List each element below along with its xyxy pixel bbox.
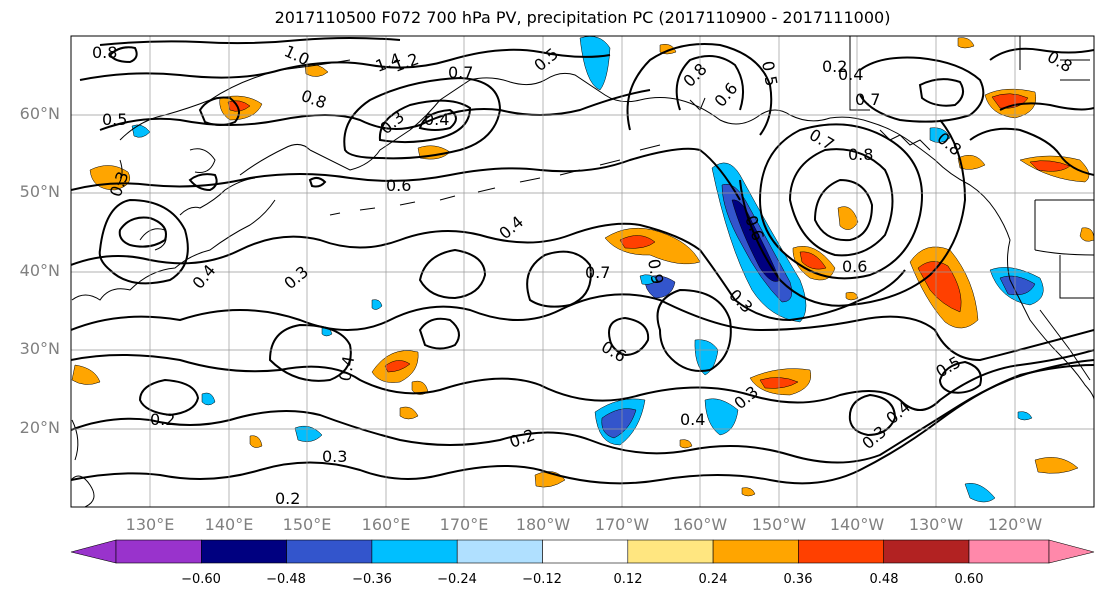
contour-label: 0.8: [848, 145, 873, 164]
colorbar-tick-label: −0.12: [522, 572, 562, 587]
contour-label: 0.2: [275, 489, 300, 508]
colorbar-segment: [968, 539, 1050, 564]
lon-label: 150°W: [751, 515, 807, 534]
lon-label: 130°E: [125, 515, 175, 534]
contour-label: 0.6: [386, 176, 411, 195]
contour-label: 0.3: [322, 447, 347, 466]
colorbar-segment: [286, 539, 373, 564]
contour-label: 0.7: [448, 63, 473, 82]
contour-label: 0.4: [838, 65, 863, 84]
lat-label-50n: 50°N: [19, 182, 60, 201]
colorbar: [70, 539, 1095, 564]
lon-label: 170°W: [594, 515, 650, 534]
colorbar-segment: [115, 539, 202, 564]
contour-label: 0.4: [335, 354, 358, 382]
lon-label: 150°E: [282, 515, 332, 534]
colorbar-segment: [371, 539, 458, 564]
lon-label: 180°W: [515, 515, 571, 534]
lon-label: 170°E: [439, 515, 489, 534]
colorbar-extend-right: [1048, 539, 1095, 564]
lon-label: 160°W: [672, 515, 728, 534]
lat-label-20n: 20°N: [19, 418, 60, 437]
lon-label: 120°W: [987, 515, 1043, 534]
colorbar-tick-label: 0.12: [613, 572, 643, 587]
colorbar-tick-label: −0.36: [352, 572, 392, 587]
contour-label: 0.2: [150, 410, 175, 429]
colorbar-segment: [201, 539, 287, 564]
contour-label: 0.5: [102, 110, 127, 129]
colorbar-segment: [798, 539, 885, 564]
contour-label: 0.4: [680, 410, 705, 429]
contour-label: 0.2: [822, 57, 847, 76]
map-title: 2017110500 F072 700 hPa PV, precipitatio…: [274, 8, 891, 27]
colorbar-tick-label: 0.48: [869, 572, 899, 587]
colorbar-tick-label: −0.60: [181, 572, 221, 587]
contour-label: 0.9: [644, 257, 667, 285]
coastlines: [71, 36, 1094, 507]
lon-label: 130°W: [908, 515, 964, 534]
plot-frame: [70, 35, 1095, 508]
graticule: [71, 36, 1094, 507]
colorbar-segment: [456, 539, 543, 564]
contour-label: 0.6: [842, 257, 867, 276]
contour-label: 0.4: [424, 110, 449, 129]
colorbar-tick-label: 0.36: [783, 572, 813, 587]
colorbar-segment: [883, 539, 970, 564]
colorbar-tick-label: −0.24: [437, 572, 477, 587]
lat-label-40n: 40°N: [19, 261, 60, 280]
colorbar-extend-left: [70, 539, 117, 564]
contour-label: 0.7: [855, 90, 880, 109]
colorbar-segment: [542, 539, 629, 564]
lon-label: 160°E: [361, 515, 411, 534]
lat-label-60n: 60°N: [19, 104, 60, 123]
contour-label: 0.7: [585, 263, 610, 282]
contour-label: 0.8: [92, 43, 117, 62]
colorbar-tick-label: −0.48: [266, 572, 306, 587]
lon-label: 140°E: [204, 515, 254, 534]
lon-label: 140°W: [829, 515, 885, 534]
contour-label: 0.5: [758, 59, 781, 87]
lat-label-30n: 30°N: [19, 339, 60, 358]
colorbar-tick-label: 0.24: [698, 572, 728, 587]
colorbar-segment: [627, 539, 714, 564]
colorbar-tick-label: 0.60: [954, 572, 984, 587]
colorbar-segment: [712, 539, 799, 564]
pv-contours: [71, 37, 1094, 485]
